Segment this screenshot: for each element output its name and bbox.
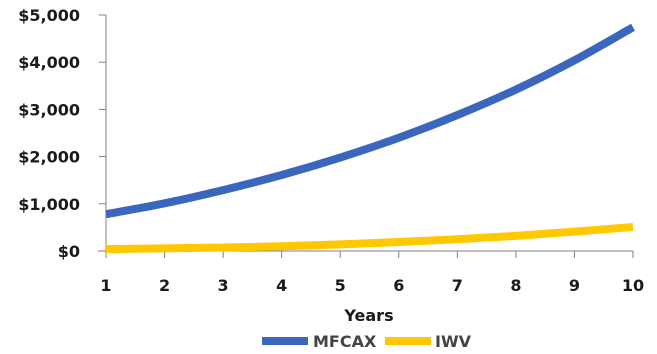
x-tick-label: 6 [393, 276, 404, 295]
y-tick-label: $5,000 [18, 6, 80, 25]
y-tick-label: $0 [58, 242, 80, 261]
x-axis-title: Years [343, 306, 393, 325]
x-tick-label: 1 [100, 276, 111, 295]
x-tick-label: 8 [510, 276, 521, 295]
series-line-iwv [105, 222, 634, 254]
axes [98, 14, 634, 258]
y-tick-label: $4,000 [18, 53, 80, 72]
x-tick-label: 3 [218, 276, 229, 295]
series-line-mfcax [105, 23, 635, 219]
x-tick-label: 2 [159, 276, 170, 295]
legend-label-mfcax: MFCAX [313, 332, 377, 351]
x-tick-label: 7 [452, 276, 463, 295]
series-layer [105, 23, 635, 254]
y-tick-label: $1,000 [18, 195, 80, 214]
tick-labels: $0 $1,000 $2,000 $3,000 $4,000 $5,000 1 2 3 4 5 6 7 8… [18, 6, 644, 295]
x-tick-label: 5 [335, 276, 346, 295]
y-tick-label: $3,000 [18, 100, 80, 119]
x-tick-label: 9 [569, 276, 580, 295]
y-tick-label: $2,000 [18, 148, 80, 167]
x-tick-label: 10 [622, 276, 644, 295]
x-tick-label: 4 [276, 276, 287, 295]
legend-label-iwv: IWV [435, 332, 472, 351]
legend: MFCAX IWV [262, 332, 472, 351]
